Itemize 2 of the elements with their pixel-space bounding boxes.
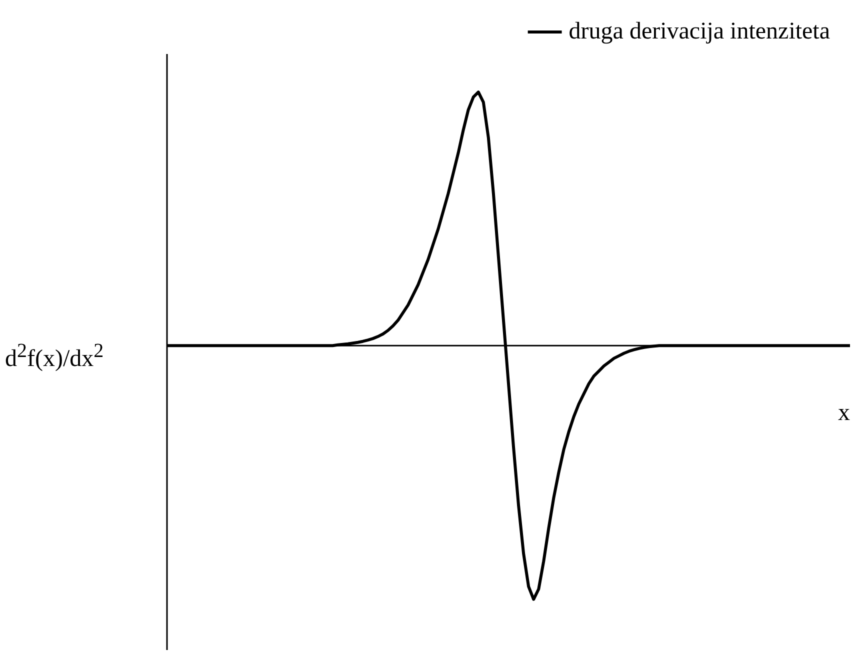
y-axis-title: d$^{2}$f(x)/dx$^{2}$ xyxy=(5,340,104,373)
legend-label: druga derivacija intenziteta xyxy=(568,18,830,44)
